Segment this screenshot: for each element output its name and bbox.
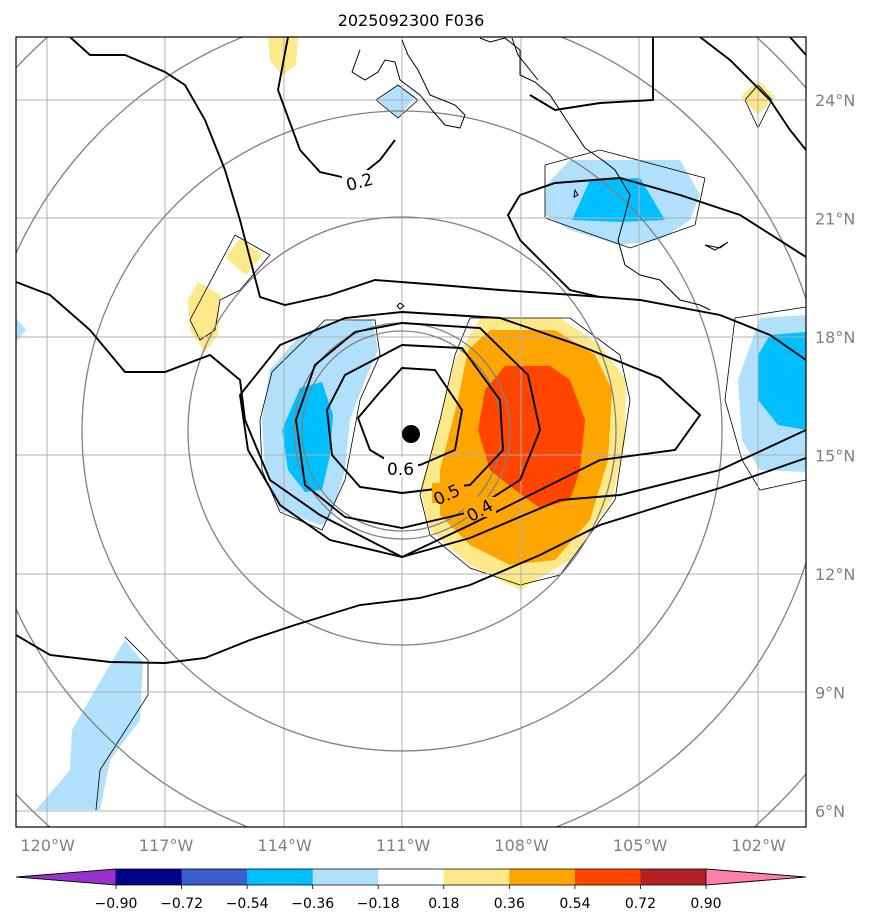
colorbar-tick-label: 0.36 [494, 896, 525, 912]
contour-0.2-east [401, 429, 806, 558]
contour-0.2 [16, 281, 403, 558]
outline-east-anomaly [419, 317, 631, 586]
outline-nw-yellow [189, 234, 271, 341]
x-tick-label: 120°W [20, 836, 75, 855]
y-tick-label: 12°N [815, 565, 855, 584]
contour-0.3 [239, 311, 702, 559]
outline-n-blue [375, 84, 419, 119]
x-tick-label: 111°W [376, 836, 431, 855]
negative-patch-east-mid [758, 332, 806, 430]
contour-label-bg-0.2 [342, 170, 376, 190]
contour-0.1-ne-top [699, 37, 806, 151]
colorbar-tick-label: −0.72 [160, 896, 203, 912]
contour-0.5 [326, 344, 504, 494]
coastline-baja [351, 39, 466, 129]
colorbar-tick-label: −0.36 [291, 896, 334, 912]
colorbar-segment [116, 869, 183, 885]
colorbar-segment [443, 869, 510, 885]
negative-patch-w-edge [16, 318, 26, 342]
contour-0.1-nw [69, 37, 806, 361]
outline-sw-anomaly [95, 636, 149, 811]
coastline-mainland [479, 37, 711, 311]
anomaly-fills [16, 37, 806, 810]
colorbar-tick-label: −0.90 [95, 896, 138, 912]
negative-anomaly-mid [282, 382, 333, 492]
negative-patch-n [378, 85, 415, 118]
y-tick-label: 18°N [815, 328, 855, 347]
colorbar-tick-label: 0.90 [690, 896, 721, 912]
x-tick-label: 114°W [257, 836, 312, 855]
colorbar-segment [312, 869, 379, 885]
y-tick-label: 15°N [815, 447, 855, 466]
contour-0.1-ne-right [789, 37, 806, 56]
contour-0.2-north [277, 37, 396, 182]
contour-label-bg-0.4 [464, 497, 496, 517]
x-axis-tick-labels: 120°W 117°W 114°W 111°W 108°W 105°W 102°W [20, 836, 786, 855]
y-tick-label: 6°N [815, 802, 845, 821]
colorbar-tick-label: 0.72 [625, 896, 656, 912]
colorbar-tick-label: −0.54 [226, 896, 269, 912]
range-ring-3 [81, 110, 723, 752]
outline-west-anomaly [259, 319, 381, 531]
field-contours [16, 37, 806, 664]
contour-label-bg-0.6 [384, 457, 418, 477]
x-tick-label: 105°W [613, 836, 668, 855]
map-frame [15, 36, 807, 828]
outline-east-edge [724, 306, 806, 491]
positive-anomaly-high [478, 366, 585, 508]
colorbar [15, 868, 807, 886]
positive-patch-nw-1 [268, 37, 298, 75]
negative-patch-ne-mid [572, 178, 665, 222]
colorbar-tick-labels: −0.90 −0.72 −0.54 −0.36 −0.18 0.18 0.36 0.54 0.7… [95, 885, 722, 912]
y-tick-label: 24°N [815, 91, 855, 110]
chart-title: 2025092300 F036 [338, 11, 485, 30]
negative-patch-sw [36, 640, 143, 810]
y-tick-label: 21°N [815, 210, 855, 229]
colorbar-segment [247, 869, 314, 885]
island-small-1 [573, 188, 579, 198]
positive-patch-nw-2 [226, 238, 262, 275]
contour-label-0.6: 0.6 [387, 460, 414, 480]
colorbar-segment [181, 869, 248, 885]
coastline [351, 37, 729, 311]
x-tick-label: 108°W [494, 836, 549, 855]
y-tick-label: 9°N [815, 684, 845, 703]
colorbar-tick-label: 0.18 [428, 896, 459, 912]
colorbar-segment [574, 869, 641, 885]
colorbar-tick-label: 0.54 [559, 896, 590, 912]
x-tick-label: 102°W [731, 836, 786, 855]
contour-0.2-ne [519, 177, 806, 258]
x-tick-label: 117°W [139, 836, 194, 855]
colorbar-extend-high [705, 868, 807, 886]
storm-center-marker [402, 425, 420, 443]
contour-0.2-ne-inner [506, 194, 601, 298]
contour-0.4 [295, 322, 541, 529]
colorbar-segment [640, 869, 707, 885]
colorbar-segment [509, 869, 576, 885]
contour-0.1-ne-line [529, 37, 654, 111]
colorbar-tick-label: −0.18 [357, 896, 400, 912]
range-ring-2 [187, 216, 617, 646]
colorbar-extend-low [15, 868, 117, 886]
coastline-nw-chunk [511, 37, 539, 81]
graticule [16, 37, 806, 827]
colorbar-segment [378, 869, 445, 885]
positive-patch-w [188, 282, 220, 352]
contour-0.1-south [16, 457, 806, 664]
y-axis-tick-labels: 6°N 9°N 12°N 15°N 18°N 21°N 24°N [815, 91, 855, 821]
island-small-2 [704, 241, 729, 251]
contour-label-bg-0.5 [432, 483, 464, 503]
island-small-3 [396, 302, 405, 310]
